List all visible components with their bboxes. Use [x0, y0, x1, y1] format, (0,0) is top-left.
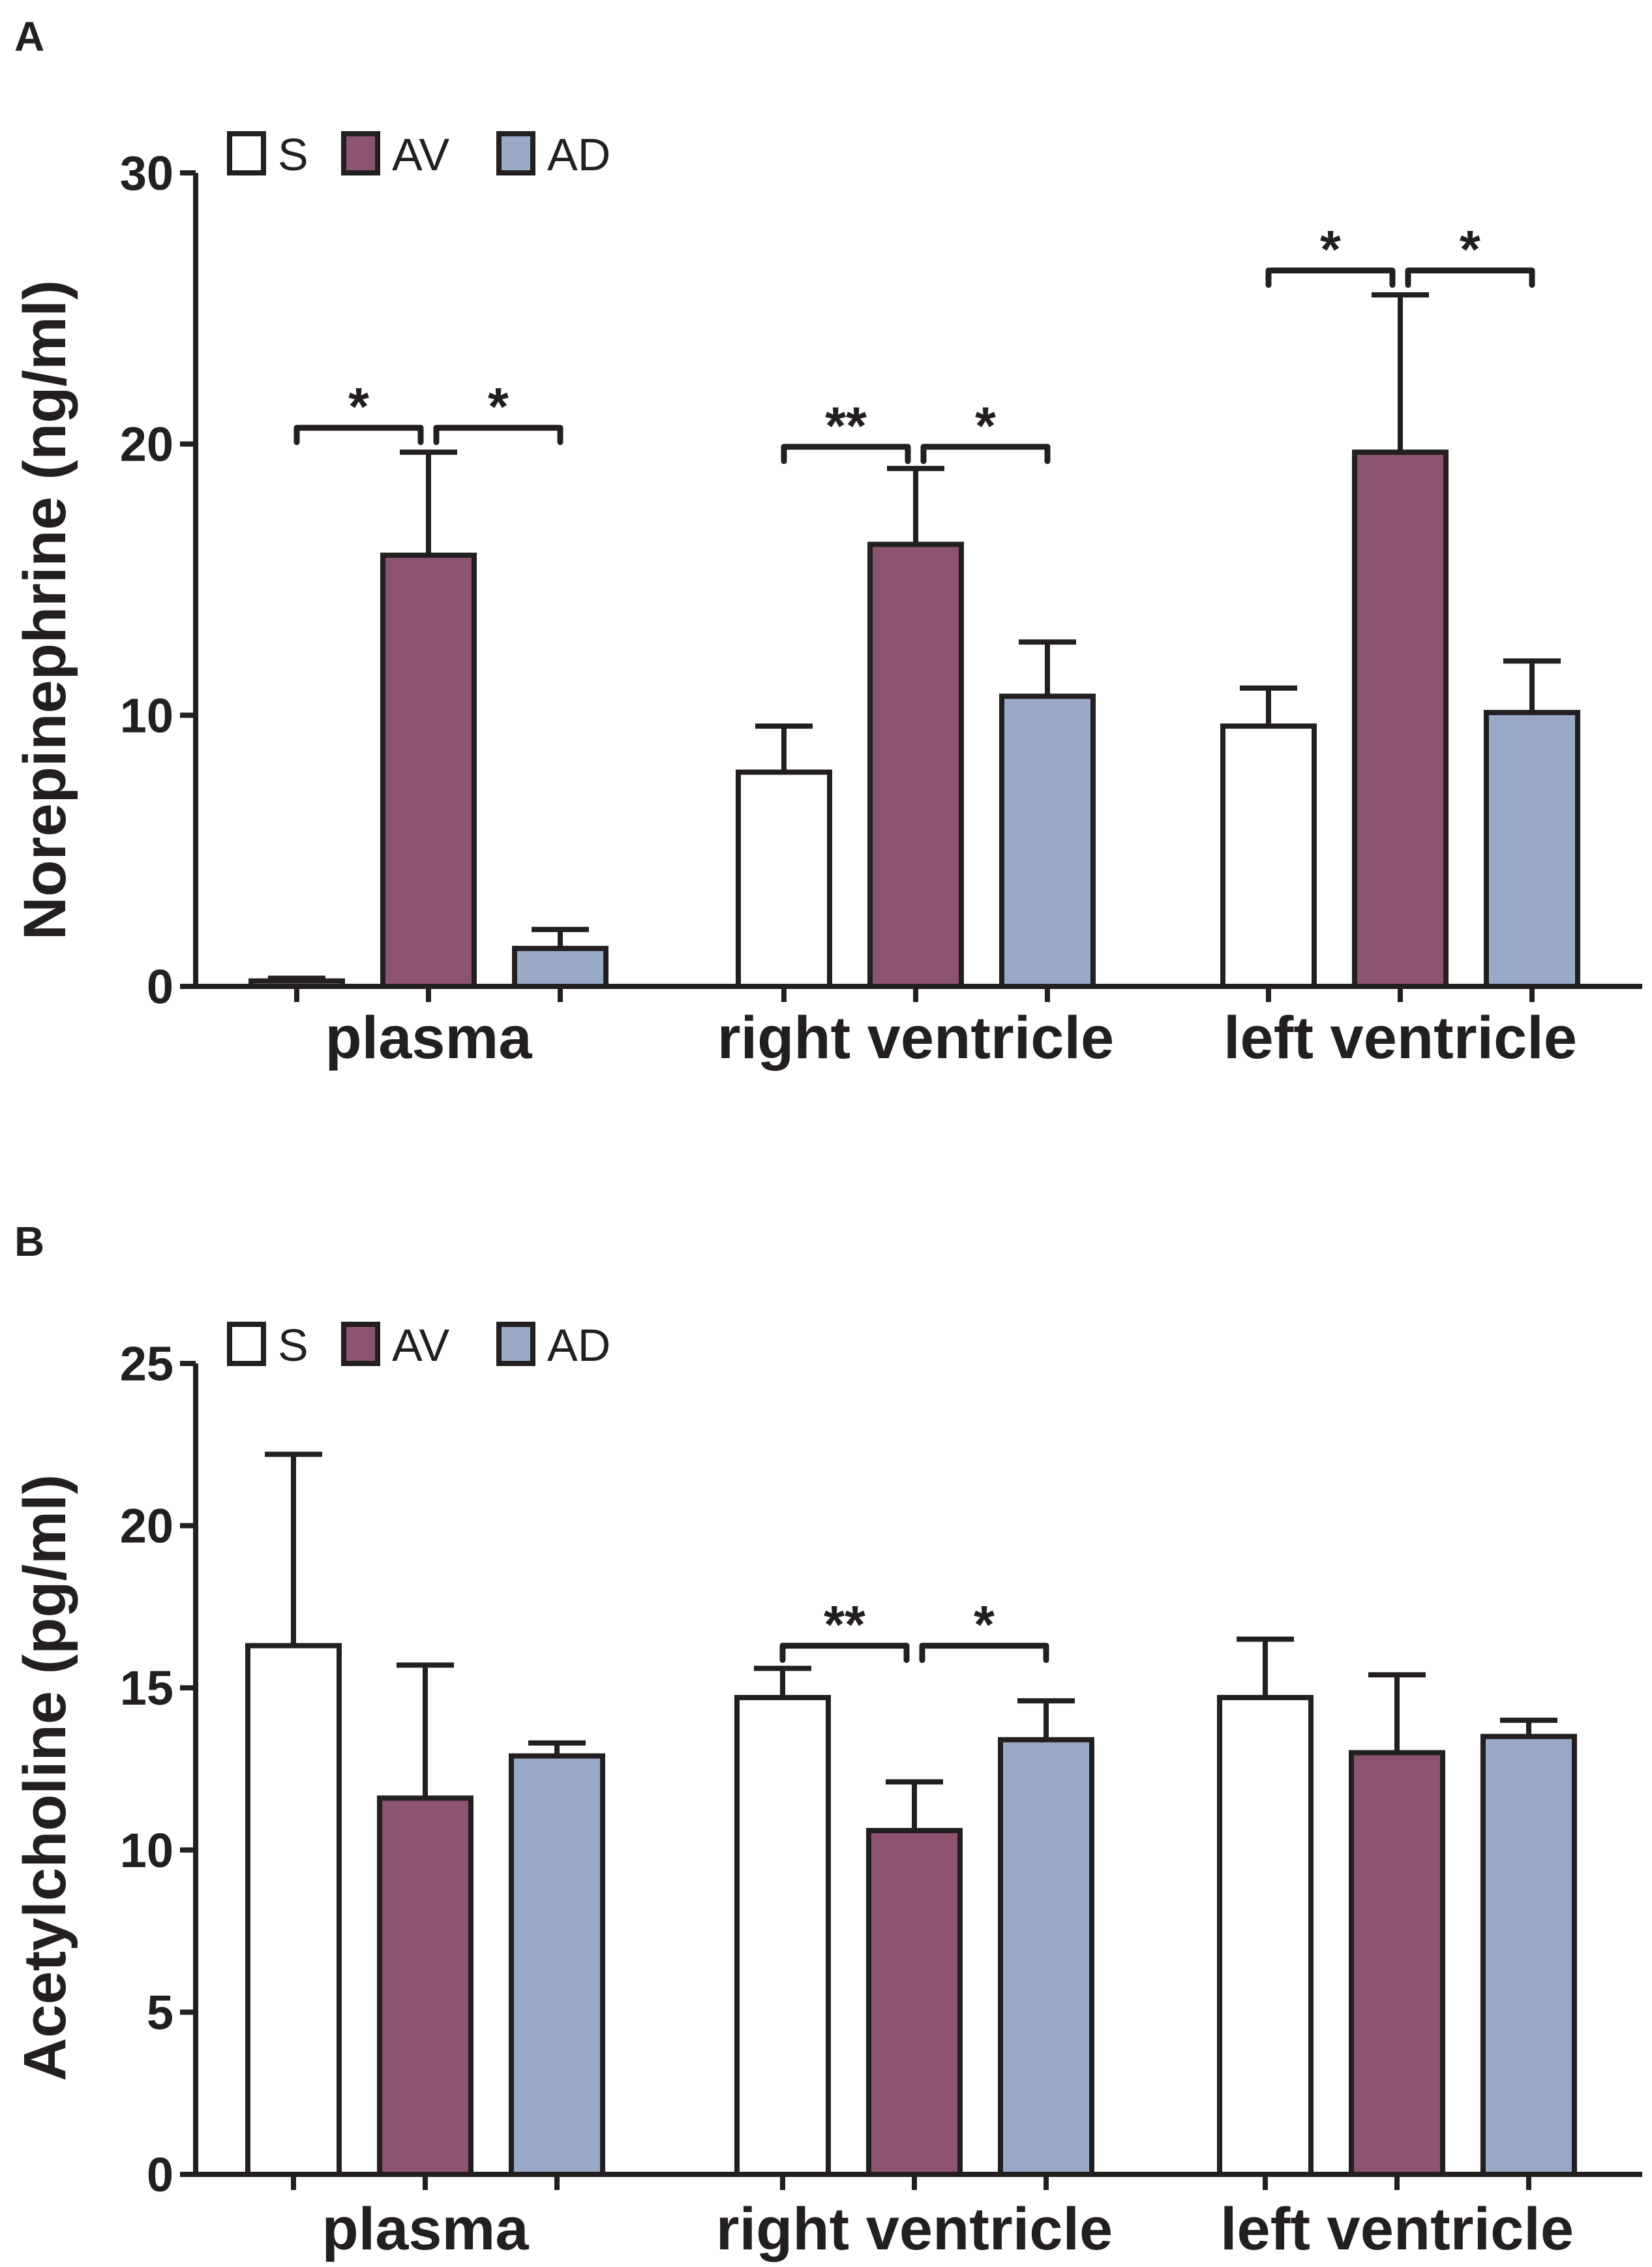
legend-label-s: S [278, 1320, 308, 1371]
category-labels-a: plasma right ventricle left ventricle [325, 1005, 1577, 1071]
significance-a: * * ** ** * [293, 221, 1535, 464]
bar-av-plasma [377, 1795, 473, 2178]
significance-label: ** [824, 1596, 865, 1655]
bar-av-plasma [380, 553, 477, 989]
significance-label: * [348, 378, 369, 437]
bar-av-right-ventricle [866, 1827, 963, 2177]
y-ticks-a: 0 10 20 30 [120, 146, 196, 1014]
bar-ad-plasma [509, 1753, 605, 2178]
bar-s-left-ventricle [1220, 723, 1317, 989]
y-axis-title-b: Acetylcholine (pg/ml) [12, 1474, 78, 2081]
significance-label: * [1320, 221, 1341, 280]
bar-av-left-ventricle [1349, 1750, 1445, 2177]
significance-bracket [293, 425, 424, 446]
legend-swatch-ad [496, 1322, 535, 1366]
bar-ad-right-ventricle [998, 1737, 1094, 2177]
significance-bracket [433, 425, 563, 446]
axes-a [193, 173, 1642, 1002]
bar-s-left-ventricle [1217, 1695, 1314, 2177]
y-tick-label: 10 [120, 688, 173, 742]
legend-label-av: AV [392, 129, 449, 180]
significance-bracket [1405, 267, 1535, 288]
category-label: plasma [322, 2196, 529, 2262]
error-bars-b [265, 1452, 1557, 1831]
legend-label-s: S [278, 129, 308, 180]
bar-s-right-ventricle [734, 1695, 831, 2177]
bar-av-right-ventricle [867, 541, 964, 989]
bar-s-plasma [245, 1643, 342, 2177]
y-tick-label: 0 [147, 2148, 173, 2202]
bar-s-right-ventricle [736, 769, 832, 989]
y-tick-label: 5 [147, 1985, 173, 2039]
y-axis-title-a: Norepinephrine (ng/ml) [12, 280, 78, 940]
bar-ad-left-ventricle [1484, 710, 1580, 989]
legend-swatch-s [227, 1322, 266, 1366]
significance-bracket [919, 1643, 1049, 1664]
legend-swatch-av [341, 131, 380, 175]
legend-b: S AV AD [227, 1320, 610, 1371]
panel-label-a: A [14, 13, 44, 60]
panel-label-b: B [14, 1218, 44, 1265]
category-label: left ventricle [1224, 1005, 1577, 1071]
legend-a: S AV AD [227, 129, 610, 180]
significance-b: ** * [779, 1596, 1049, 1664]
significance-label: * [975, 397, 996, 456]
significance-bracket [920, 444, 1051, 464]
bar-ad-right-ventricle [999, 693, 1096, 990]
significance-label: * [488, 378, 509, 437]
y-tick-label: 10 [120, 1823, 173, 1878]
bars-b [245, 1643, 1577, 2178]
category-label: plasma [325, 1005, 532, 1071]
category-labels-b: plasma right ventricle left ventricle [322, 2196, 1574, 2262]
significance-label: ** [825, 397, 867, 456]
y-tick-label: 15 [120, 1661, 173, 1715]
y-ticks-b: 0 5 10 15 20 25 [120, 1337, 196, 2202]
category-label: left ventricle [1220, 2196, 1574, 2262]
y-tick-label: 25 [120, 1337, 173, 1391]
y-tick-label: 20 [120, 1499, 173, 1553]
legend-swatch-ad [496, 131, 535, 175]
y-tick-label: 30 [120, 146, 173, 200]
legend-label-ad: AD [547, 129, 610, 180]
bar-ad-left-ventricle [1480, 1733, 1577, 2177]
bar-ad-plasma [512, 945, 608, 989]
y-tick-label: 0 [147, 960, 173, 1014]
y-tick-label: 20 [120, 418, 173, 472]
significance-bracket [781, 444, 911, 464]
significance-label: * [1460, 221, 1480, 280]
significance-label: * [974, 1596, 995, 1655]
bar-av-left-ventricle [1352, 449, 1449, 989]
legend-label-ad: AD [547, 1320, 610, 1371]
category-label: right ventricle [717, 1005, 1114, 1071]
legend-label-av: AV [392, 1320, 449, 1371]
legend-swatch-s [227, 131, 266, 175]
significance-bracket [779, 1643, 910, 1664]
legend-swatch-av [341, 1322, 380, 1366]
significance-bracket [1265, 267, 1396, 288]
error-bars-a [268, 292, 1561, 981]
axes-b [193, 1363, 1642, 2190]
category-label: right ventricle [716, 2196, 1113, 2262]
